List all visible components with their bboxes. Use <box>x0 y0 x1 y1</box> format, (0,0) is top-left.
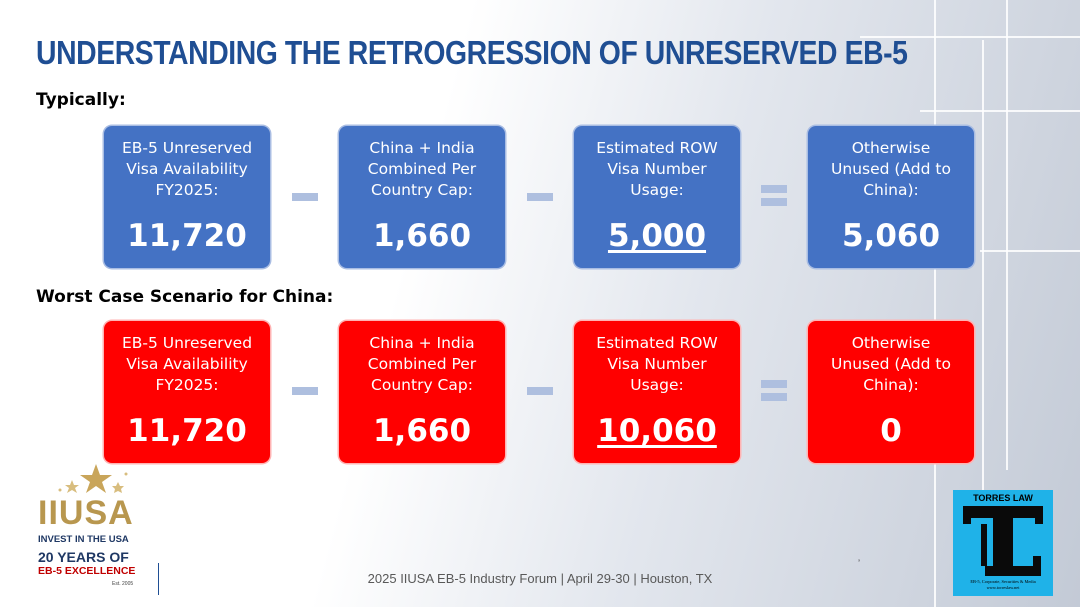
iiusa-established: Est. 2005 <box>112 581 134 587</box>
background-decoration-line <box>982 40 984 580</box>
card-value: 1,660 <box>372 218 472 254</box>
card-label: China + India Combined Per Country Cap: <box>367 139 477 199</box>
card-value: 10,060 <box>574 413 740 449</box>
iiusa-wordmark: IIUSA <box>38 494 134 532</box>
card-china-india-cap: China + India Combined Per Country Cap: … <box>339 321 505 463</box>
card-value: 1,660 <box>372 413 472 449</box>
card-value: 0 <box>880 413 902 449</box>
card-value: 5,060 <box>841 218 941 254</box>
torres-subtitle-text: EB-5, Corporate, Securities & Media <box>970 579 1036 584</box>
card-value-text: 5,000 <box>607 218 707 254</box>
card-row-usage: Estimated ROW Visa Number Usage: 10,060 <box>574 321 740 463</box>
card-label: China + India Combined Per Country Cap: <box>367 334 477 394</box>
card-value-text: 10,060 <box>597 413 717 449</box>
stars-icon <box>58 464 128 493</box>
card-unreserved-availability: EB-5 Unreserved Visa Availability FY2025… <box>104 321 270 463</box>
iiusa-excellence: EB-5 EXCELLENCE <box>38 565 136 577</box>
background-decoration-line <box>934 0 936 607</box>
footer-text: 2025 IIUSA EB-5 Industry Forum | April 2… <box>367 571 713 586</box>
page-title: UNDERSTANDING THE RETROGRESSION OF UNRES… <box>36 34 908 71</box>
torres-law-subtitle: EB-5, Corporate, Securities & Media www.t… <box>953 579 1053 591</box>
card-value: 5,000 <box>574 218 740 254</box>
card-unreserved-availability: EB-5 Unreserved Visa Availability FY2025… <box>104 126 270 268</box>
torres-law-title: TORRES LAW <box>973 493 1033 503</box>
iiusa-years: 20 YEARS OF <box>38 549 129 565</box>
background-decoration-line <box>1006 0 1008 470</box>
decorative-mark: ’ <box>858 558 860 568</box>
card-value: 11,720 <box>127 218 247 254</box>
background-decoration-line <box>860 36 1080 38</box>
torres-law-logo: TORRES LAW EB-5, Corporate, Securities &… <box>953 490 1053 596</box>
card-label: EB-5 Unreserved Visa Availability FY2025… <box>121 139 253 199</box>
background-decoration-line <box>980 250 1080 252</box>
section-label-typically: Typically: <box>36 90 126 110</box>
card-otherwise-unused: Otherwise Unused (Add to China): 0 <box>808 321 974 463</box>
card-label: Estimated ROW Visa Number Usage: <box>596 334 718 394</box>
card-label: Estimated ROW Visa Number Usage: <box>596 139 718 199</box>
section-label-worst-case: Worst Case Scenario for China: <box>36 287 334 307</box>
card-label: EB-5 Unreserved Visa Availability FY2025… <box>121 334 253 394</box>
card-china-india-cap: China + India Combined Per Country Cap: … <box>339 126 505 268</box>
background-decoration-line <box>920 110 1080 112</box>
card-label: Otherwise Unused (Add to China): <box>831 334 951 394</box>
iiusa-tagline: INVEST IN THE USA <box>38 534 129 545</box>
tl-monogram-icon <box>963 506 1043 576</box>
card-value: 11,720 <box>127 413 247 449</box>
iiusa-logo: IIUSA INVEST IN THE USA 20 YEARS OF EB-5… <box>30 462 158 594</box>
card-row-usage: Estimated ROW Visa Number Usage: 5,000 <box>574 126 740 268</box>
card-otherwise-unused: Otherwise Unused (Add to China): 5,060 <box>808 126 974 268</box>
footer-divider <box>158 563 159 595</box>
torres-url-text: www.torreslaw.net <box>986 585 1020 590</box>
card-label: Otherwise Unused (Add to China): <box>831 139 951 199</box>
